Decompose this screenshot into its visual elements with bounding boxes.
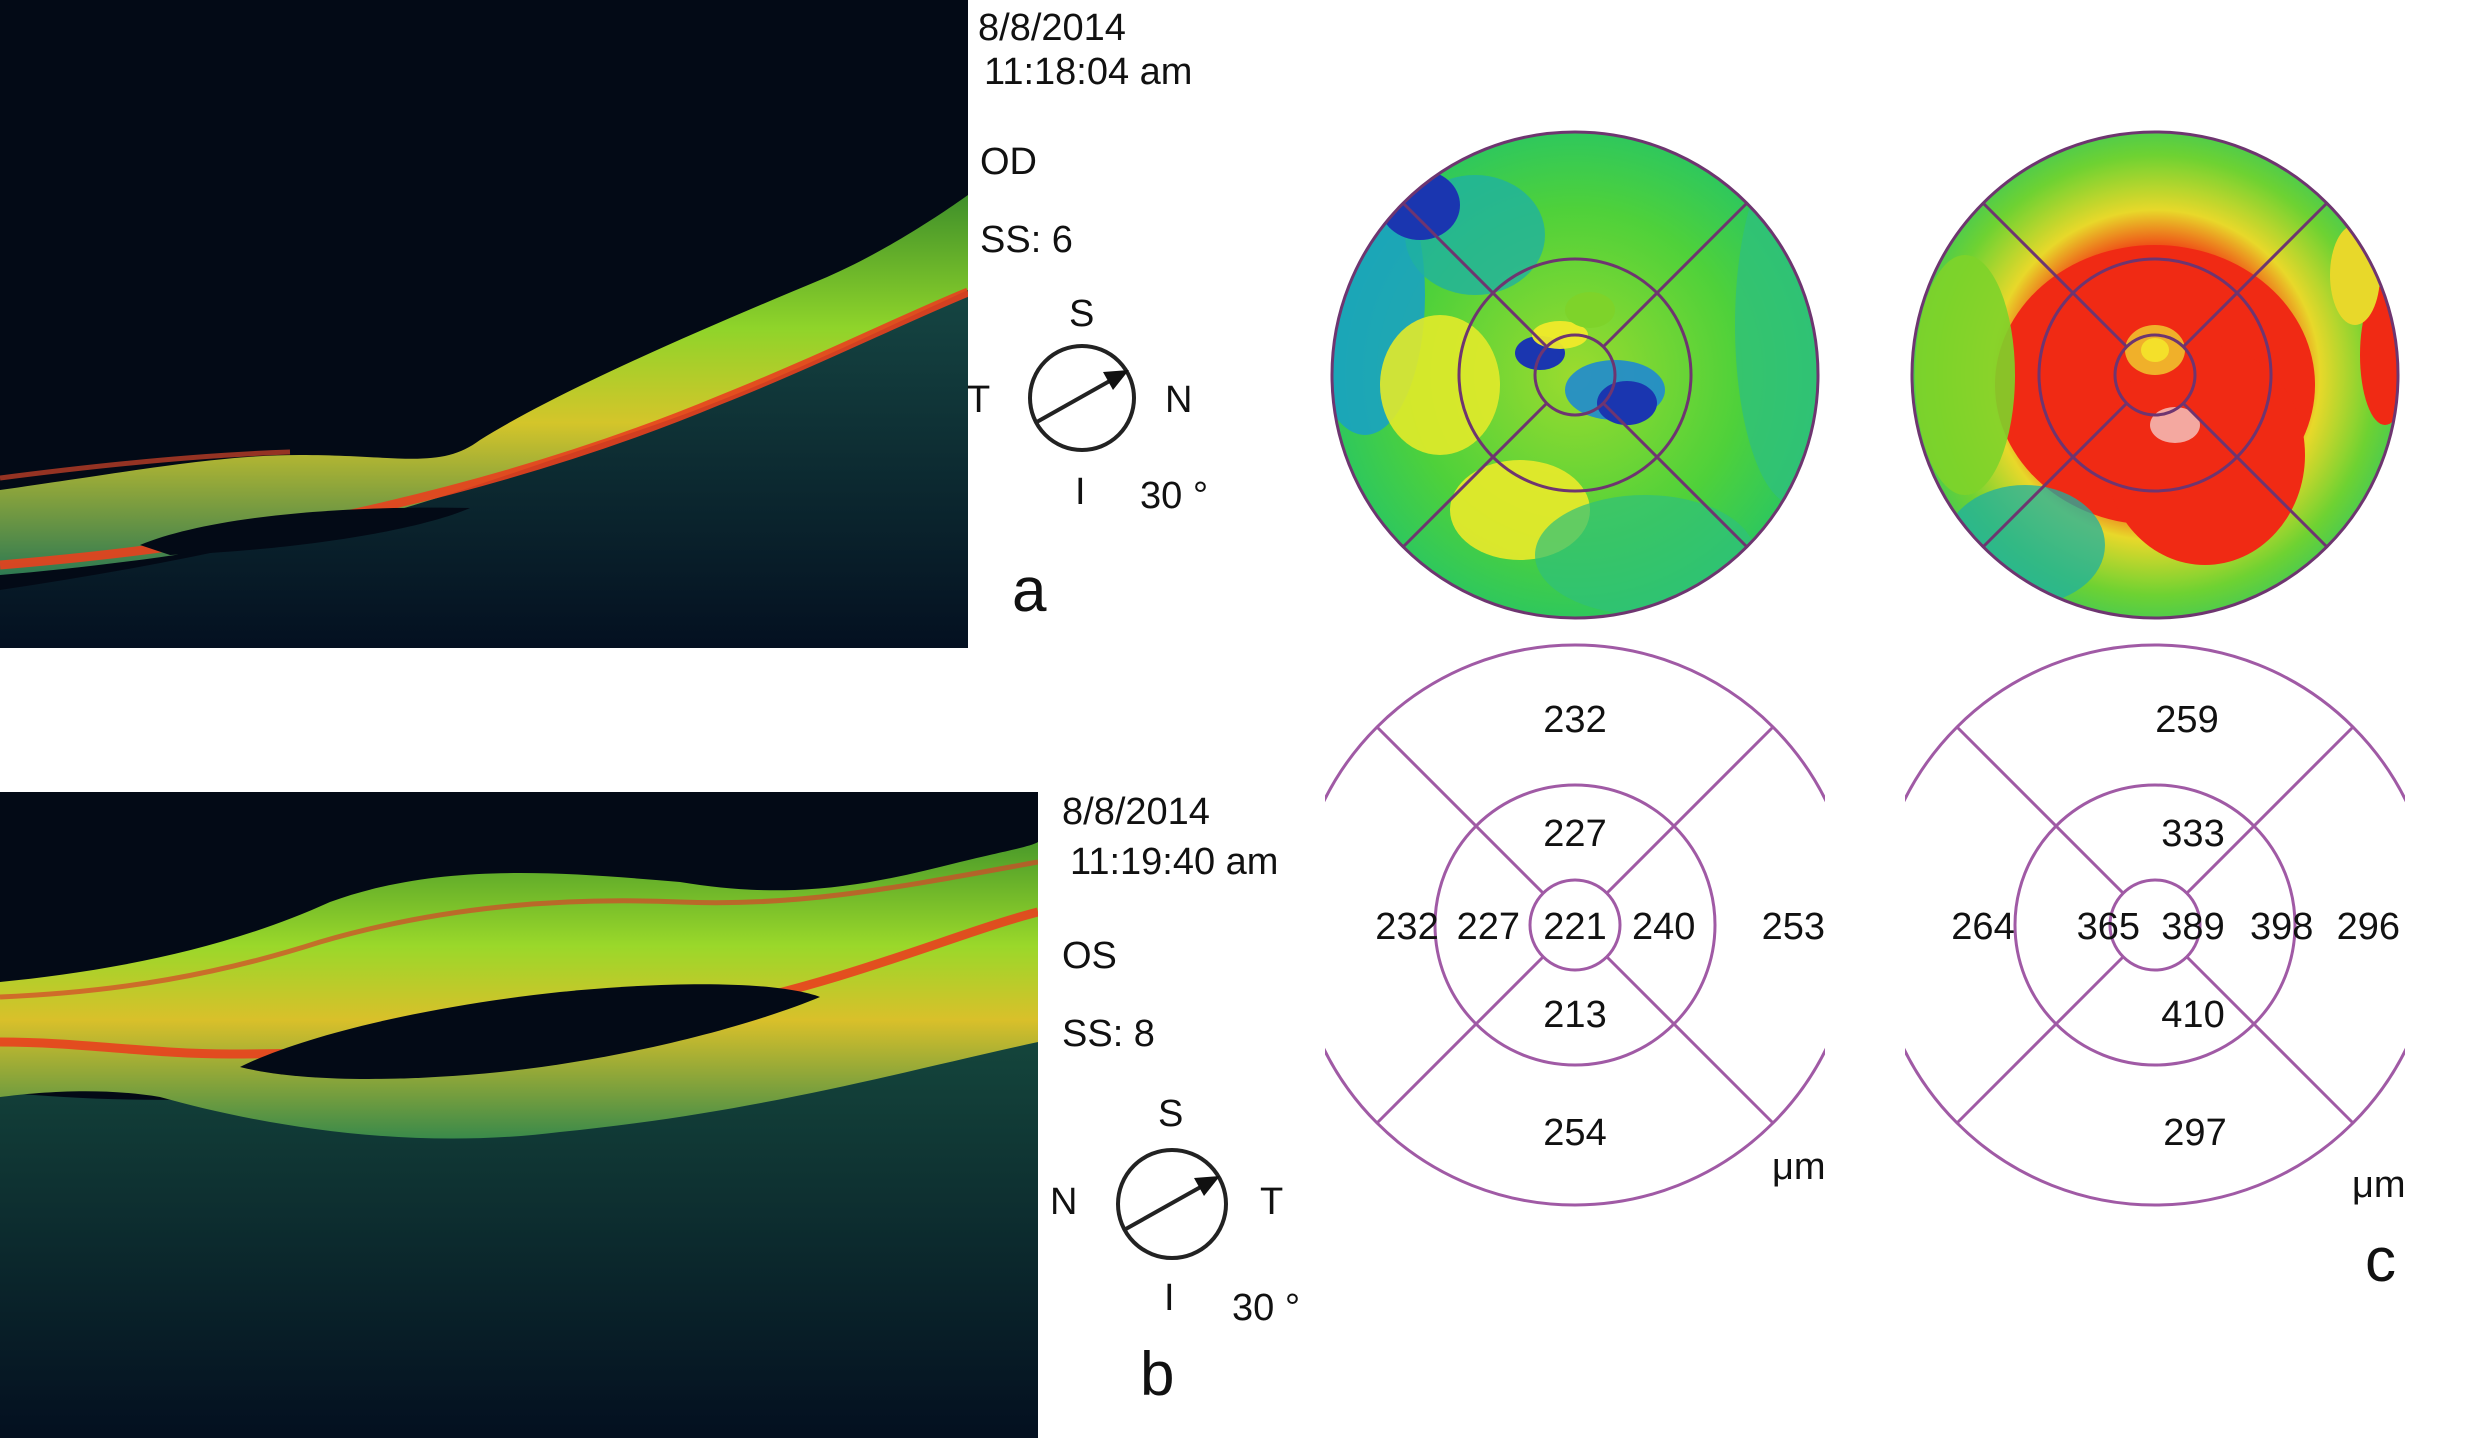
right-grid-unit: μm [2352,1164,2406,1206]
panel-label-b: b [1140,1340,1175,1409]
compass-b-right: T [1260,1181,1284,1223]
left-inner-temporal: 227 [1457,906,1520,948]
thickness-map-right [1905,125,2405,625]
panel-label-a: a [1012,556,1047,625]
left-inner-nasal: 240 [1632,906,1695,948]
thickness-map-left [1325,125,1825,625]
scan-a-time: 11:18:04 am [984,51,1193,93]
right-inner-superior: 333 [2161,813,2224,855]
right-outer-superior: 259 [2155,699,2218,741]
right-inner-inferior: 410 [2161,994,2224,1036]
scan-a-signal-strength: SS: 6 [980,219,1073,261]
scan-b-signal-strength: SS: 8 [1062,1013,1155,1055]
scan-a-date: 8/8/2014 [978,7,1126,49]
right-outer-inferior: 297 [2163,1112,2226,1154]
left-center: 221 [1543,906,1606,948]
left-outer-nasal: 253 [1762,906,1825,948]
compass-a-left: T [967,379,991,421]
oct-scan-os [0,792,1038,1438]
compass-b-top: S [1158,1093,1184,1135]
right-inner-temporal: 365 [2077,906,2140,948]
left-outer-temporal: 232 [1375,906,1438,948]
scan-a-angle: 30 ° [1140,475,1209,517]
oct-scan-od [0,0,968,648]
scan-b-date: 8/8/2014 [1062,791,1210,833]
scan-a-eye: OD [980,141,1037,183]
right-inner-nasal: 398 [2250,906,2313,948]
left-grid-unit: μm [1772,1146,1826,1188]
left-outer-superior: 232 [1543,699,1606,741]
left-inner-superior: 227 [1543,813,1606,855]
scan-b-time: 11:19:40 am [1070,841,1279,883]
scan-b-angle: 30 ° [1232,1287,1301,1329]
scan-a-orientation-compass: S T N I [965,290,1225,520]
thickness-grid-right: 259 264 296 297 333 365 398 410 389 [1873,642,2437,1212]
left-outer-inferior: 254 [1543,1112,1606,1154]
right-outer-nasal: 296 [2337,906,2400,948]
compass-a-top: S [1069,293,1095,335]
right-center: 389 [2161,906,2224,948]
left-inner-inferior: 213 [1543,994,1606,1036]
compass-a-bottom: I [1075,471,1086,513]
right-outer-temporal: 264 [1951,906,2014,948]
compass-b-left: N [1050,1181,1078,1223]
compass-b-bottom: I [1164,1277,1175,1319]
thickness-grid-left: 232 232 253 254 227 227 240 213 221 [1293,642,1857,1212]
panel-label-c: c [2365,1226,2396,1295]
compass-a-right: N [1165,379,1193,421]
scan-b-orientation-compass: S N T I [1048,1092,1308,1322]
scan-b-eye: OS [1062,935,1117,977]
